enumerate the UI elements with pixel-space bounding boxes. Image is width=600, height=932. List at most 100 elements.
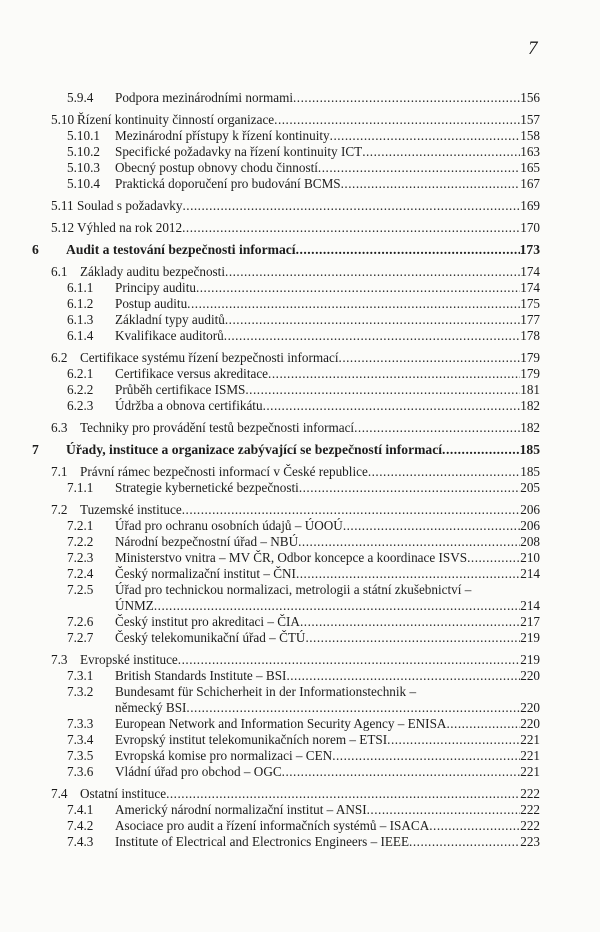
toc-entry[interactable]: 6.2.3 Údržba a obnova certifikátu 182 (0, 398, 600, 414)
toc-entry[interactable]: 6.1.1 Principy auditu 174 (0, 280, 600, 296)
toc-entry-title: Ostatní instituce (80, 786, 167, 801)
toc-entry[interactable]: 7.3 Evropské instituce 219 (0, 652, 600, 668)
page-number: 7 (528, 38, 538, 59)
toc-entry[interactable]: 6.1.2 Postup auditu 175 (0, 296, 600, 312)
toc-entry-title: Bundesamt für Schicherheit in der Inform… (115, 684, 417, 699)
toc-entry-page: 177 (520, 312, 540, 327)
dot-leader (296, 566, 520, 582)
toc-entry-title: Vládní úřad pro obchod – OGC (115, 764, 282, 779)
toc-entry-number: 7.3.2 (67, 684, 94, 699)
toc-entry[interactable]: 7.3.1 British Standards Institute – BSI 22… (0, 668, 600, 684)
toc-entry[interactable]: 7.2 Tuzemské instituce 206 (0, 502, 600, 518)
toc-entry-page: 174 (520, 264, 540, 279)
toc-entry[interactable]: 7.2.7 Český telekomunikační úřad – ČTÚ 219 (0, 630, 600, 646)
dot-leader (182, 198, 520, 214)
toc-entry-number: 7.2.1 (67, 518, 94, 533)
toc-entry[interactable]: 7.4.3 Institute of Electrical and Electro… (0, 834, 600, 850)
dot-leader (332, 748, 520, 764)
toc-entry-continuation[interactable]: ÚNMZ 214 (0, 598, 600, 614)
toc-entry-number: 6.1.3 (67, 312, 94, 327)
toc-entry-number: 7.2.7 (67, 630, 94, 645)
toc-entry[interactable]: 6.1.3 Základní typy auditů 177 (0, 312, 600, 328)
toc-entry[interactable]: 6 Audit a testování bezpečnosti informací… (0, 242, 600, 258)
toc-entry-number: 7.2 (51, 502, 68, 517)
toc-entry-title: Obecný postup obnovy chodu činností (115, 160, 318, 175)
dot-leader (341, 176, 521, 192)
toc-entry[interactable]: 5.9.4 Podpora mezinárodními normami 156 (0, 90, 600, 106)
dot-leader (305, 630, 520, 646)
toc-entry-page: 220 (520, 668, 540, 683)
toc-entry-number: 6 (32, 242, 39, 257)
toc-entry-number: 5.9.4 (67, 90, 94, 105)
toc-entry[interactable]: 5.10.2 Specifické požadavky na řízení kon… (0, 144, 600, 160)
toc-entry[interactable]: 7.3.3 European Network and Information Se… (0, 716, 600, 732)
toc-entry[interactable]: 7.2.5 Úřad pro technickou normalizaci, me… (0, 582, 600, 598)
toc-entry-continuation[interactable]: německý BSI 220 (0, 700, 600, 716)
toc-entry[interactable]: 6.3 Techniky pro provádění testů bezpečno… (0, 420, 600, 436)
toc-entry[interactable]: 5.10.1 Mezinárodní přístupy k řízení kont… (0, 128, 600, 144)
toc-entry[interactable]: 7.2.1 Úřad pro ochranu osobních údajů – Ú… (0, 518, 600, 534)
toc-entry[interactable]: 7.2.2 Národní bezpečnostní úřad – NBÚ 208 (0, 534, 600, 550)
toc-entry[interactable]: 7.1 Právní rámec bezpečnosti informací v … (0, 464, 600, 480)
toc-entry[interactable]: 5.10.4 Praktická doporučení pro budování … (0, 176, 600, 192)
dot-leader (178, 652, 520, 668)
toc-entry[interactable]: 7.3.4 Evropský institut telekomunikačních… (0, 732, 600, 748)
toc-entry[interactable]: 5.10 Řízení kontinuity činností organizac… (0, 112, 600, 128)
toc-entry-title: Evropské instituce (80, 652, 178, 667)
dot-leader (339, 350, 521, 366)
toc-entry[interactable]: 7.4.1 Americký národní normalizační insti… (0, 802, 600, 818)
toc-entry-title: Americký národní normalizační institut –… (115, 802, 367, 817)
toc-entry-title: Institute of Electrical and Electronics … (115, 834, 410, 849)
toc-entry[interactable]: 7.3.2 Bundesamt für Schicherheit in der I… (0, 684, 600, 700)
toc-entry-title: Postup auditu (115, 296, 188, 311)
toc-entry[interactable]: 5.10.3 Obecný postup obnovy chodu činnost… (0, 160, 600, 176)
toc-entry-page: 219 (520, 630, 540, 645)
toc-entry-page: 208 (520, 534, 540, 549)
toc-entry-title: Audit a testování bezpečnosti informací (66, 242, 296, 257)
toc-entry-number: 5.12 (51, 220, 75, 235)
dot-leader (186, 700, 520, 716)
toc-entry[interactable]: 6.2.2 Průběh certifikace ISMS 181 (0, 382, 600, 398)
toc-entry-number: 6.1.1 (67, 280, 94, 295)
toc-entry-number: 7.3.6 (67, 764, 94, 779)
dot-leader (409, 834, 520, 850)
dot-leader (187, 296, 520, 312)
dot-leader (298, 534, 520, 550)
toc-entry[interactable]: 7.2.3 Ministerstvo vnitra – MV ČR, Odbor … (0, 550, 600, 566)
toc-entry[interactable]: 6.2 Certifikace systému řízení bezpečnost… (0, 350, 600, 366)
toc-entry[interactable]: 7.3.6 Vládní úřad pro obchod – OGC 221 (0, 764, 600, 780)
toc-entry[interactable]: 6.2.1 Certifikace versus akreditace 179 (0, 366, 600, 382)
toc-entry[interactable]: 6.1.4 Kvalifikace auditorů 178 (0, 328, 600, 344)
toc-entry[interactable]: 7.2.4 Český normalizační institut – ČNI 21… (0, 566, 600, 582)
toc-entry-page: 174 (520, 280, 540, 295)
toc-entry-page: 178 (520, 328, 540, 343)
toc-entry-number: 7.3.5 (67, 748, 94, 763)
toc-entry[interactable]: 7.3.5 Evropská komise pro normalizaci – C… (0, 748, 600, 764)
toc-entry-page: 179 (520, 366, 540, 381)
toc-entry-title: Specifické požadavky na řízení kontinuit… (115, 144, 363, 159)
dot-leader (354, 420, 520, 436)
toc-entry-page: 181 (520, 382, 540, 397)
toc-entry-page: 206 (520, 518, 540, 533)
toc-entry[interactable]: 7.2.6 Český institut pro akreditaci – ČIA… (0, 614, 600, 630)
toc-entry-page: 214 (520, 566, 540, 581)
toc-entry[interactable]: 7 Úřady, instituce a organizace zabývajíc… (0, 442, 600, 458)
toc-entry[interactable]: 6.1 Základy auditu bezpečnosti 174 (0, 264, 600, 280)
dot-leader (245, 382, 520, 398)
dot-leader (182, 502, 521, 518)
toc-entry-page: 175 (520, 296, 540, 311)
toc-entry-number: 6.3 (51, 420, 68, 435)
dot-leader (299, 480, 520, 496)
dot-leader (196, 280, 520, 296)
toc-entry[interactable]: 7.4.2 Asociace pro audit a řízení informa… (0, 818, 600, 834)
toc-entry-title: Český telekomunikační úřad – ČTÚ (115, 630, 306, 645)
toc-entry[interactable]: 7.4 Ostatní instituce 222 (0, 786, 600, 802)
toc-entry-title: Tuzemské instituce (80, 502, 182, 517)
toc-entry-title: Evropská komise pro normalizaci – CEN (115, 748, 333, 763)
toc-entry-number: 7.2.4 (67, 566, 94, 581)
toc-entry-title: Praktická doporučení pro budování BCMS (115, 176, 341, 191)
toc-entry-page: 170 (520, 220, 540, 235)
toc-entry[interactable]: 7.1.1 Strategie kybernetické bezpečnosti 2… (0, 480, 600, 496)
